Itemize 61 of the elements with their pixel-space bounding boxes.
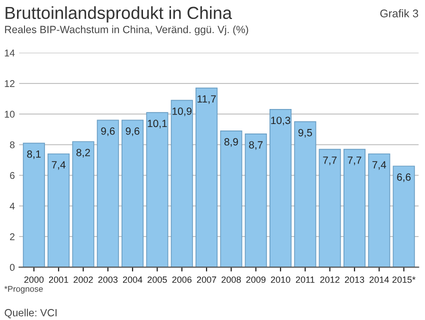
data-label: 11,7 [198,95,216,104]
data-label: 9,6 [126,127,140,136]
data-label: 8,2 [76,148,90,158]
bar [22,142,45,268]
chart-title: Bruttoinlandsprodukt in China [6,6,232,22]
chart-subtitle: Reales BIP-Wachstum in China, Veränd. ggü. Vj. (%) [5,26,248,36]
y-tick-label: 2 [10,233,14,240]
x-tick-label: 2014 [370,276,389,283]
data-label: 9,6 [101,127,115,136]
bar [244,134,267,268]
data-label: 7,4 [52,161,66,170]
x-tick-label: 2015* [392,276,416,283]
data-label: 8,7 [249,141,263,150]
x-tick-label: 2005 [148,276,167,283]
x-tick-label: 2011 [296,276,314,283]
x-tick-label: 2003 [98,276,118,283]
x-tick-label: 2013 [344,276,364,283]
data-label: 6,6 [397,173,411,182]
y-tick-label: 0 [10,264,15,271]
text: *Prognose [4,286,43,294]
x-tick-label: 2000 [24,276,44,283]
text: Grafik 3 [380,9,418,18]
data-label: 10,3 [271,116,290,126]
data-label: 10,1 [148,120,167,128]
bar [48,153,70,268]
y-tick-label: 10 [4,110,15,118]
x-tick-label: 2002 [74,276,93,283]
data-label: 8,9 [224,138,238,147]
y-tick-label: 12 [4,80,14,87]
x-tick-label: 2006 [172,276,192,283]
bar [196,88,218,268]
y-tick-label: 14 [4,50,15,56]
bar [294,121,316,268]
x-tick-label: 2004 [122,276,142,283]
bar [318,148,341,268]
bar [220,130,242,268]
y-tick-label: 6 [10,172,15,179]
bar [270,109,292,268]
data-label: 9,5 [298,128,312,138]
x-tick-label: 2010 [270,276,290,283]
y-tick-label: 8 [10,141,15,148]
x-tick-label: 2001 [48,276,68,283]
bar [72,141,94,268]
data-label: 8,1 [27,150,41,159]
bar [170,100,193,268]
y-tick-label: 4 [10,202,15,210]
bar [122,120,144,268]
data-label: 10,9 [172,108,192,116]
bar [368,153,390,268]
x-tick-label: 2008 [222,276,241,283]
data-label: 7,7 [323,156,337,166]
source-note: Quelle: VCI [4,308,57,318]
bar [392,166,415,268]
bar [146,112,168,268]
x-tick-label: 2009 [246,276,266,283]
data-label: 7,4 [372,161,386,170]
x-tick-label: 2012 [320,276,340,283]
data-label: 7,7 [348,156,362,166]
bar [343,148,366,268]
x-tick-label: 2007 [196,276,216,283]
bar [96,120,119,268]
